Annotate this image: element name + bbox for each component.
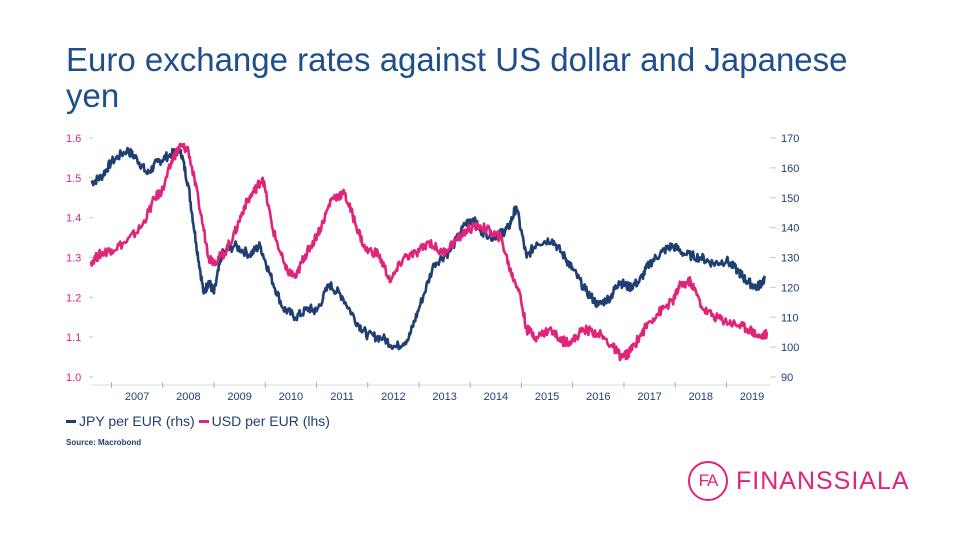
x-tick-label: 2016 <box>586 391 610 403</box>
right-tick-label: 120 <box>781 282 799 294</box>
slide-title: Euro exchange rates against US dollar an… <box>66 41 848 114</box>
legend-swatch-jpy <box>66 419 76 423</box>
chart-axes: 1.0 1.1 1.2 1.3 1.4 1.5 1.6 90 100 110 120 130 140 15… <box>66 133 799 403</box>
chart-legend: JPY per EUR (rhs) USD per EUR (lhs) <box>66 413 334 429</box>
x-tick-label: 2019 <box>740 391 764 403</box>
x-tick-label: 2007 <box>125 391 149 403</box>
series-line-jpy <box>90 145 767 351</box>
left-tick-label: 1.1 <box>66 332 81 344</box>
legend-label-usd: USD per EUR (lhs) <box>211 413 330 429</box>
left-tick-label: 1.0 <box>66 372 81 384</box>
right-tick-label: 100 <box>781 342 799 354</box>
right-tick-label: 160 <box>781 163 799 175</box>
x-tick-label: 2011 <box>330 391 354 403</box>
chart-source: Source: Macrobond <box>66 438 142 447</box>
left-tick-label: 1.3 <box>66 253 81 265</box>
right-tick-label: 150 <box>781 193 799 205</box>
legend-swatch-usd <box>198 419 209 423</box>
x-tick-label: 2018 <box>689 391 713 403</box>
x-tick-label: 2014 <box>484 391 508 403</box>
logo-mark: FA <box>688 461 728 501</box>
legend-item-usd: USD per EUR (lhs) <box>198 413 330 429</box>
x-tick-label: 2015 <box>535 391 559 403</box>
left-tick-label: 1.6 <box>66 133 81 145</box>
left-tick-label: 1.4 <box>66 213 81 225</box>
x-tick-label: 2008 <box>176 391 200 403</box>
legend-item-jpy: JPY per EUR (rhs) <box>66 413 195 429</box>
finanssiala-logo: FA FINANSSIALA <box>688 461 910 501</box>
x-tick-label: 2009 <box>227 391 251 403</box>
legend-label-jpy: JPY per EUR (rhs) <box>79 413 195 429</box>
right-tick-label: 110 <box>781 312 799 324</box>
x-tick-label: 2012 <box>381 391 405 403</box>
x-tick-label: 2010 <box>279 391 303 403</box>
right-tick-label: 170 <box>781 133 799 145</box>
series-line-usd <box>89 142 769 362</box>
chart-series <box>89 142 769 362</box>
right-tick-label: 90 <box>781 372 793 384</box>
x-tick-label: 2017 <box>637 391 661 403</box>
right-tick-label: 130 <box>781 253 799 265</box>
left-tick-label: 1.2 <box>66 292 81 304</box>
x-tick-label: 2013 <box>432 391 456 403</box>
left-tick-label: 1.5 <box>66 173 81 185</box>
right-tick-label: 140 <box>781 223 799 235</box>
logo-text: FINANSSIALA <box>736 466 910 495</box>
